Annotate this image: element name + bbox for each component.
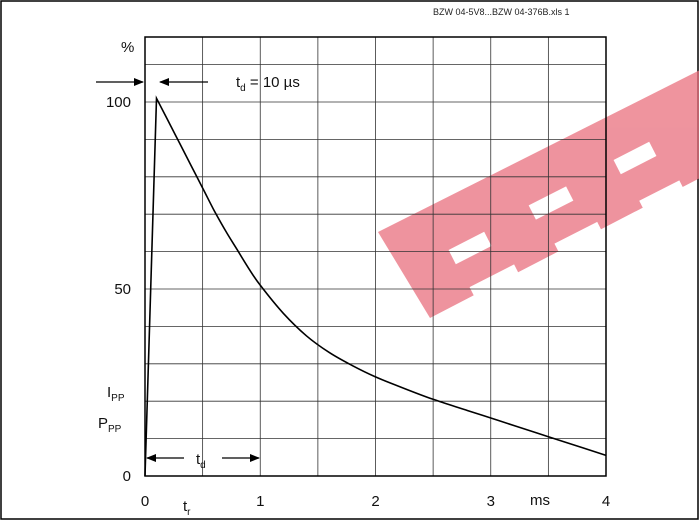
pulse-curve-line (144, 97, 607, 477)
chart-grid (145, 37, 606, 476)
tr-label: tr (183, 498, 191, 518)
source-note: BZW 04-5V8...BZW 04-376B.xls 1 (433, 7, 570, 17)
watermark-logo (378, 70, 699, 318)
x-tick-label: 4 (602, 493, 610, 510)
y-tick-label: 50 (114, 281, 131, 298)
ipp-label: IPP (107, 384, 125, 404)
y-tick-label: 100 (106, 94, 131, 111)
x-tick-label: 2 (371, 493, 379, 510)
td-bottom-label: td (196, 451, 206, 471)
y-unit-label: % (121, 39, 134, 56)
y-tick-label: 0 (123, 468, 131, 485)
x-unit-label: ms (530, 492, 550, 509)
x-tick-label: 1 (256, 493, 264, 510)
plot-border (144, 36, 607, 477)
tick-labels: 0 1 2 3 4 0 50 100 (106, 94, 610, 510)
ppp-label: PPP (98, 415, 122, 435)
td-duration-label: td = 10 µs (236, 74, 300, 94)
x-tick-label: 0 (141, 493, 149, 510)
x-tick-label: 3 (487, 493, 495, 510)
